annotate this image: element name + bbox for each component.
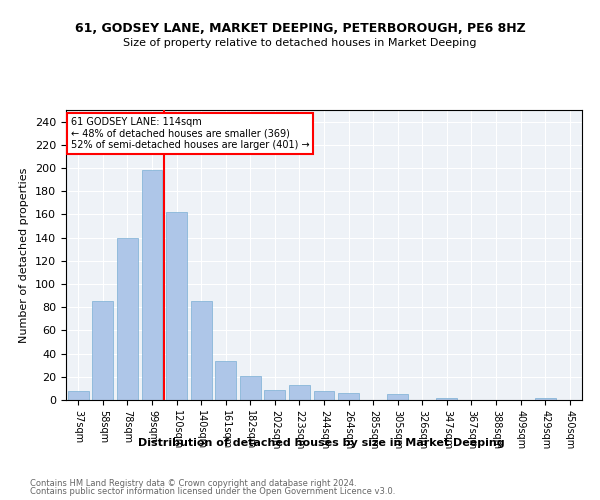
Bar: [535, 398, 556, 400]
Y-axis label: Number of detached properties: Number of detached properties: [19, 168, 29, 342]
Bar: [387, 394, 408, 400]
Text: Size of property relative to detached houses in Market Deeping: Size of property relative to detached ho…: [123, 38, 477, 48]
Bar: [265, 390, 286, 400]
Bar: [68, 390, 89, 400]
Bar: [289, 385, 310, 400]
Bar: [166, 212, 187, 400]
Bar: [117, 238, 138, 400]
Bar: [338, 393, 359, 400]
Bar: [191, 302, 212, 400]
Text: 61 GODSEY LANE: 114sqm
← 48% of detached houses are smaller (369)
52% of semi-de: 61 GODSEY LANE: 114sqm ← 48% of detached…: [71, 117, 310, 150]
Bar: [142, 170, 163, 400]
Bar: [436, 398, 457, 400]
Bar: [314, 390, 334, 400]
Bar: [92, 302, 113, 400]
Bar: [215, 360, 236, 400]
Bar: [240, 376, 261, 400]
Text: Contains public sector information licensed under the Open Government Licence v3: Contains public sector information licen…: [30, 487, 395, 496]
Text: Contains HM Land Registry data © Crown copyright and database right 2024.: Contains HM Land Registry data © Crown c…: [30, 478, 356, 488]
Text: Distribution of detached houses by size in Market Deeping: Distribution of detached houses by size …: [137, 438, 505, 448]
Text: 61, GODSEY LANE, MARKET DEEPING, PETERBOROUGH, PE6 8HZ: 61, GODSEY LANE, MARKET DEEPING, PETERBO…: [74, 22, 526, 36]
